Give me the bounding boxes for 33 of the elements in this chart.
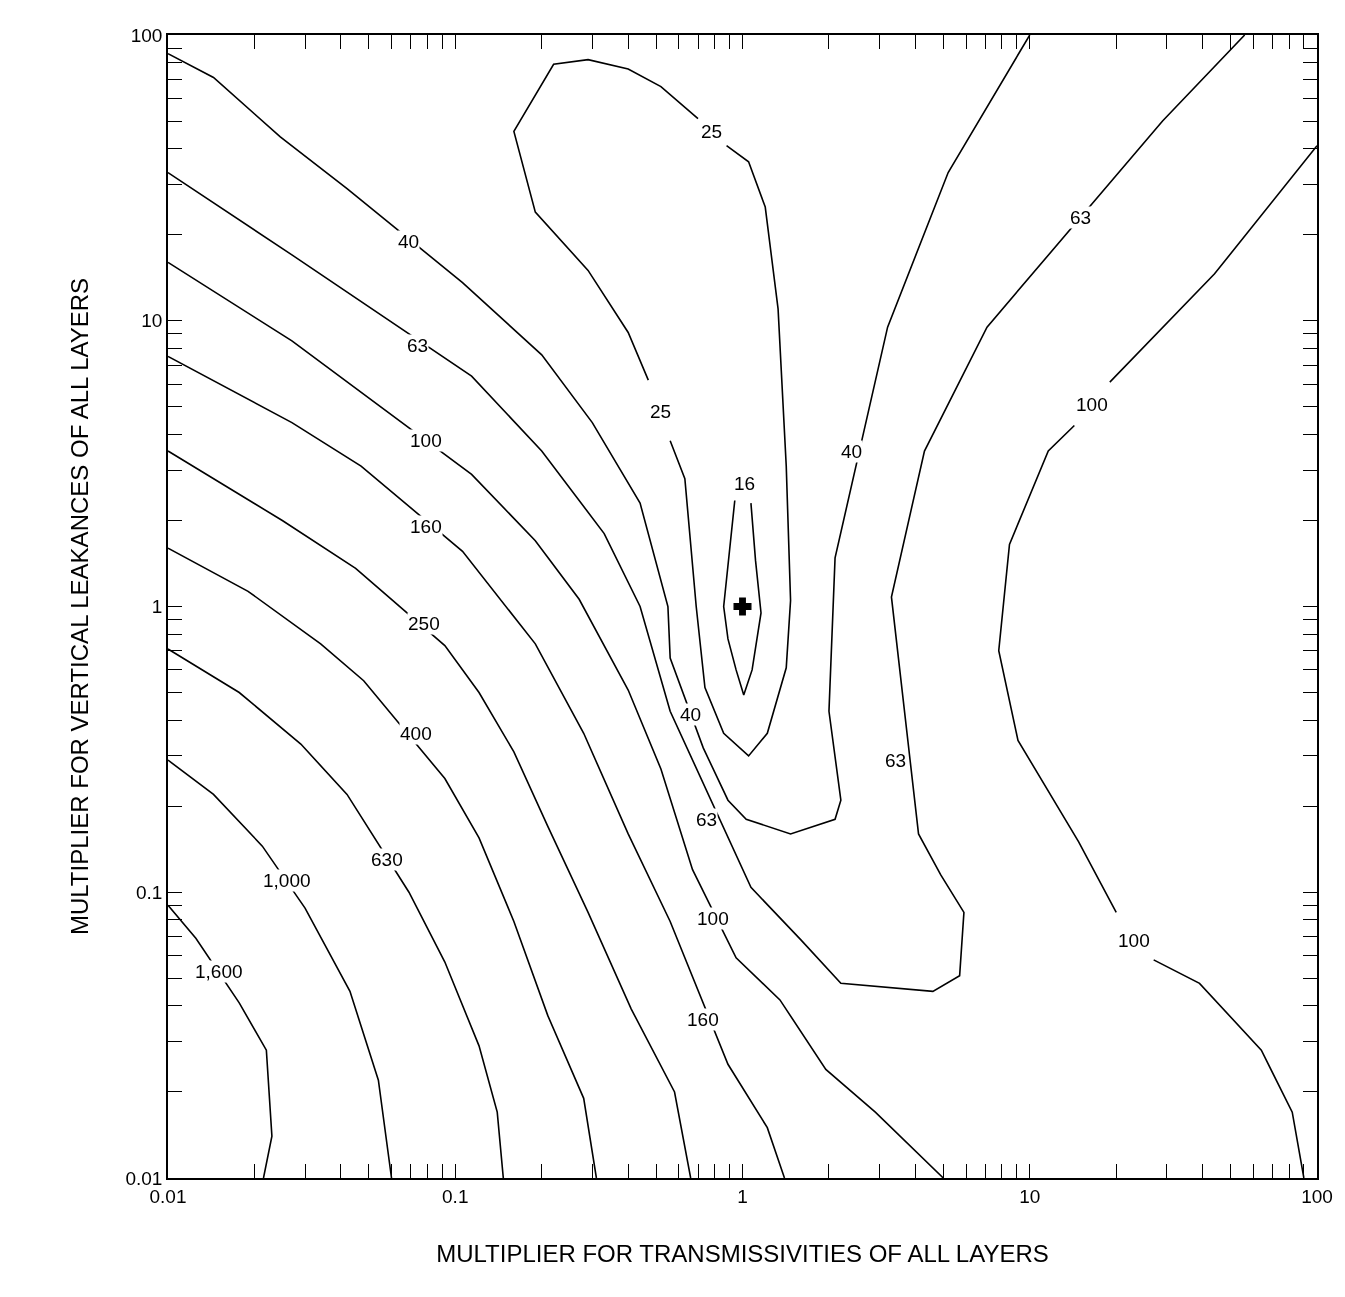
annotation: 63 [407,335,429,356]
annotation: 1,000 [263,870,311,891]
y-tick-label: 1 [151,596,163,618]
annotation: 63 [1070,207,1092,228]
annotation: 100 [1118,930,1150,951]
annotation: 100 [697,908,729,929]
annotation: 63 [885,750,907,771]
annotation: 160 [687,1009,719,1030]
annotation: 100 [410,430,442,451]
annotation: 250 [408,613,440,634]
annotation: 63 [696,809,718,830]
annotation: 40 [398,231,420,252]
annotation: 400 [400,723,432,744]
y-tick-label: 0.01 [125,1167,163,1189]
annotation: 40 [680,704,702,725]
x-tick-label: 100 [1301,1185,1333,1207]
y-axis-title: MULTIPLIER FOR VERTICAL LEAKANCES OF ALL LAYERS [66,277,94,936]
annotation: 40 [841,441,863,462]
x-tick-label: 10 [1019,1185,1041,1207]
annotation: 25 [701,121,723,142]
x-axis-title: MULTIPLIER FOR TRANSMISSIVITIES OF ALL LAYERS [436,1240,1049,1268]
x-tick-label: 0.1 [442,1185,469,1207]
annotation: 25 [650,401,672,422]
x-tick-label: 1 [737,1185,748,1207]
annotation: 100 [1076,394,1108,415]
annotation: 630 [371,849,403,870]
y-tick-label: 10 [141,310,163,332]
y-tick-label: 0.1 [136,881,163,903]
annotation: 16 [734,473,756,494]
annotation: 1,600 [195,961,243,982]
line-series [722,499,762,696]
annotation: 160 [410,516,442,537]
y-tick-label: 100 [130,24,163,46]
